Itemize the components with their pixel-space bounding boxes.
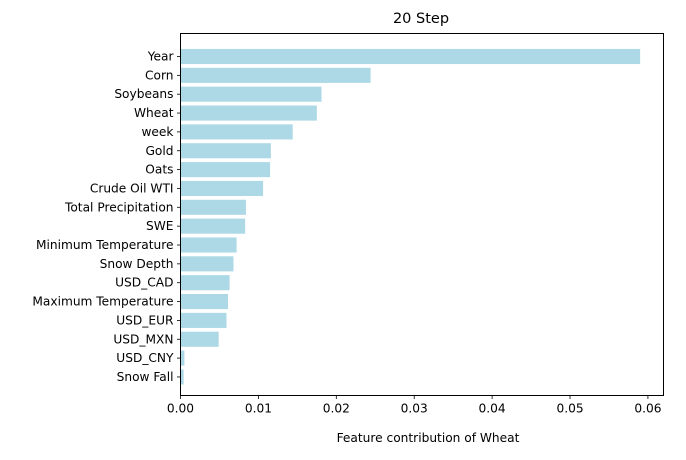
y-tick-label: Total Precipitation bbox=[64, 200, 174, 214]
bar-snow-fall bbox=[180, 369, 184, 385]
bar-usd-cny bbox=[180, 350, 185, 366]
bar-week bbox=[180, 124, 293, 140]
x-tick-label: 0.05 bbox=[556, 402, 583, 416]
bar-oats bbox=[180, 162, 271, 178]
bar-corn bbox=[180, 67, 371, 83]
bar-maximum-temperature bbox=[180, 294, 229, 310]
y-tick-label: SWE bbox=[146, 219, 174, 233]
y-tick-label: Soybeans bbox=[114, 87, 173, 101]
y-tick-label: USD_EUR bbox=[116, 313, 174, 327]
x-axis-ticks: 0.00 0.01 0.02 0.03 0.04 0.05 0.06 bbox=[167, 395, 661, 416]
y-tick-label: USD_CAD bbox=[115, 276, 173, 290]
y-tick-label: Corn bbox=[145, 68, 174, 82]
y-tick-label: Minimum Temperature bbox=[36, 238, 174, 252]
y-tick-label: USD_MXN bbox=[113, 332, 173, 346]
y-tick-label: Snow Fall bbox=[117, 370, 174, 384]
bar-snow-depth bbox=[180, 256, 234, 272]
x-tick-label: 0.03 bbox=[401, 402, 428, 416]
x-axis-label: Feature contribution of Wheat bbox=[337, 431, 520, 445]
bar-total-precipitation bbox=[180, 199, 246, 215]
bar-crude-oil-wti bbox=[180, 180, 264, 196]
y-tick-label: Oats bbox=[145, 163, 173, 177]
y-tick-label: Crude Oil WTI bbox=[90, 181, 174, 195]
bar-wheat bbox=[180, 105, 317, 121]
bar-usd-cad bbox=[180, 275, 230, 291]
x-tick-label: 0.00 bbox=[167, 402, 194, 416]
y-tick-label: week bbox=[141, 125, 174, 139]
plot-frame bbox=[180, 33, 664, 396]
y-tick-label: Maximum Temperature bbox=[32, 295, 173, 309]
bar-year bbox=[180, 48, 641, 65]
y-axis-ticks: Year Corn Soybeans Wheat week Gold Oats Crude O… bbox=[32, 50, 181, 384]
bars-layer bbox=[180, 48, 641, 385]
x-tick-label: 0.04 bbox=[479, 402, 506, 416]
y-tick-label: Gold bbox=[145, 144, 173, 158]
bar-usd-eur bbox=[180, 312, 227, 328]
bar-minimum-temperature bbox=[180, 237, 237, 253]
bar-gold bbox=[180, 143, 271, 159]
x-tick-label: 0.06 bbox=[634, 402, 661, 416]
bar-usd-mxn bbox=[180, 331, 219, 347]
y-tick-label: Year bbox=[147, 50, 175, 64]
y-tick-label: Wheat bbox=[134, 106, 174, 120]
chart-title: 20 Step bbox=[393, 11, 449, 27]
bar-swe bbox=[180, 218, 246, 234]
y-tick-label: Snow Depth bbox=[100, 257, 174, 271]
bar-soybeans bbox=[180, 86, 322, 102]
x-tick-label: 0.02 bbox=[323, 402, 350, 416]
y-tick-label: USD_CNY bbox=[116, 351, 174, 365]
x-tick-label: 0.01 bbox=[245, 402, 272, 416]
